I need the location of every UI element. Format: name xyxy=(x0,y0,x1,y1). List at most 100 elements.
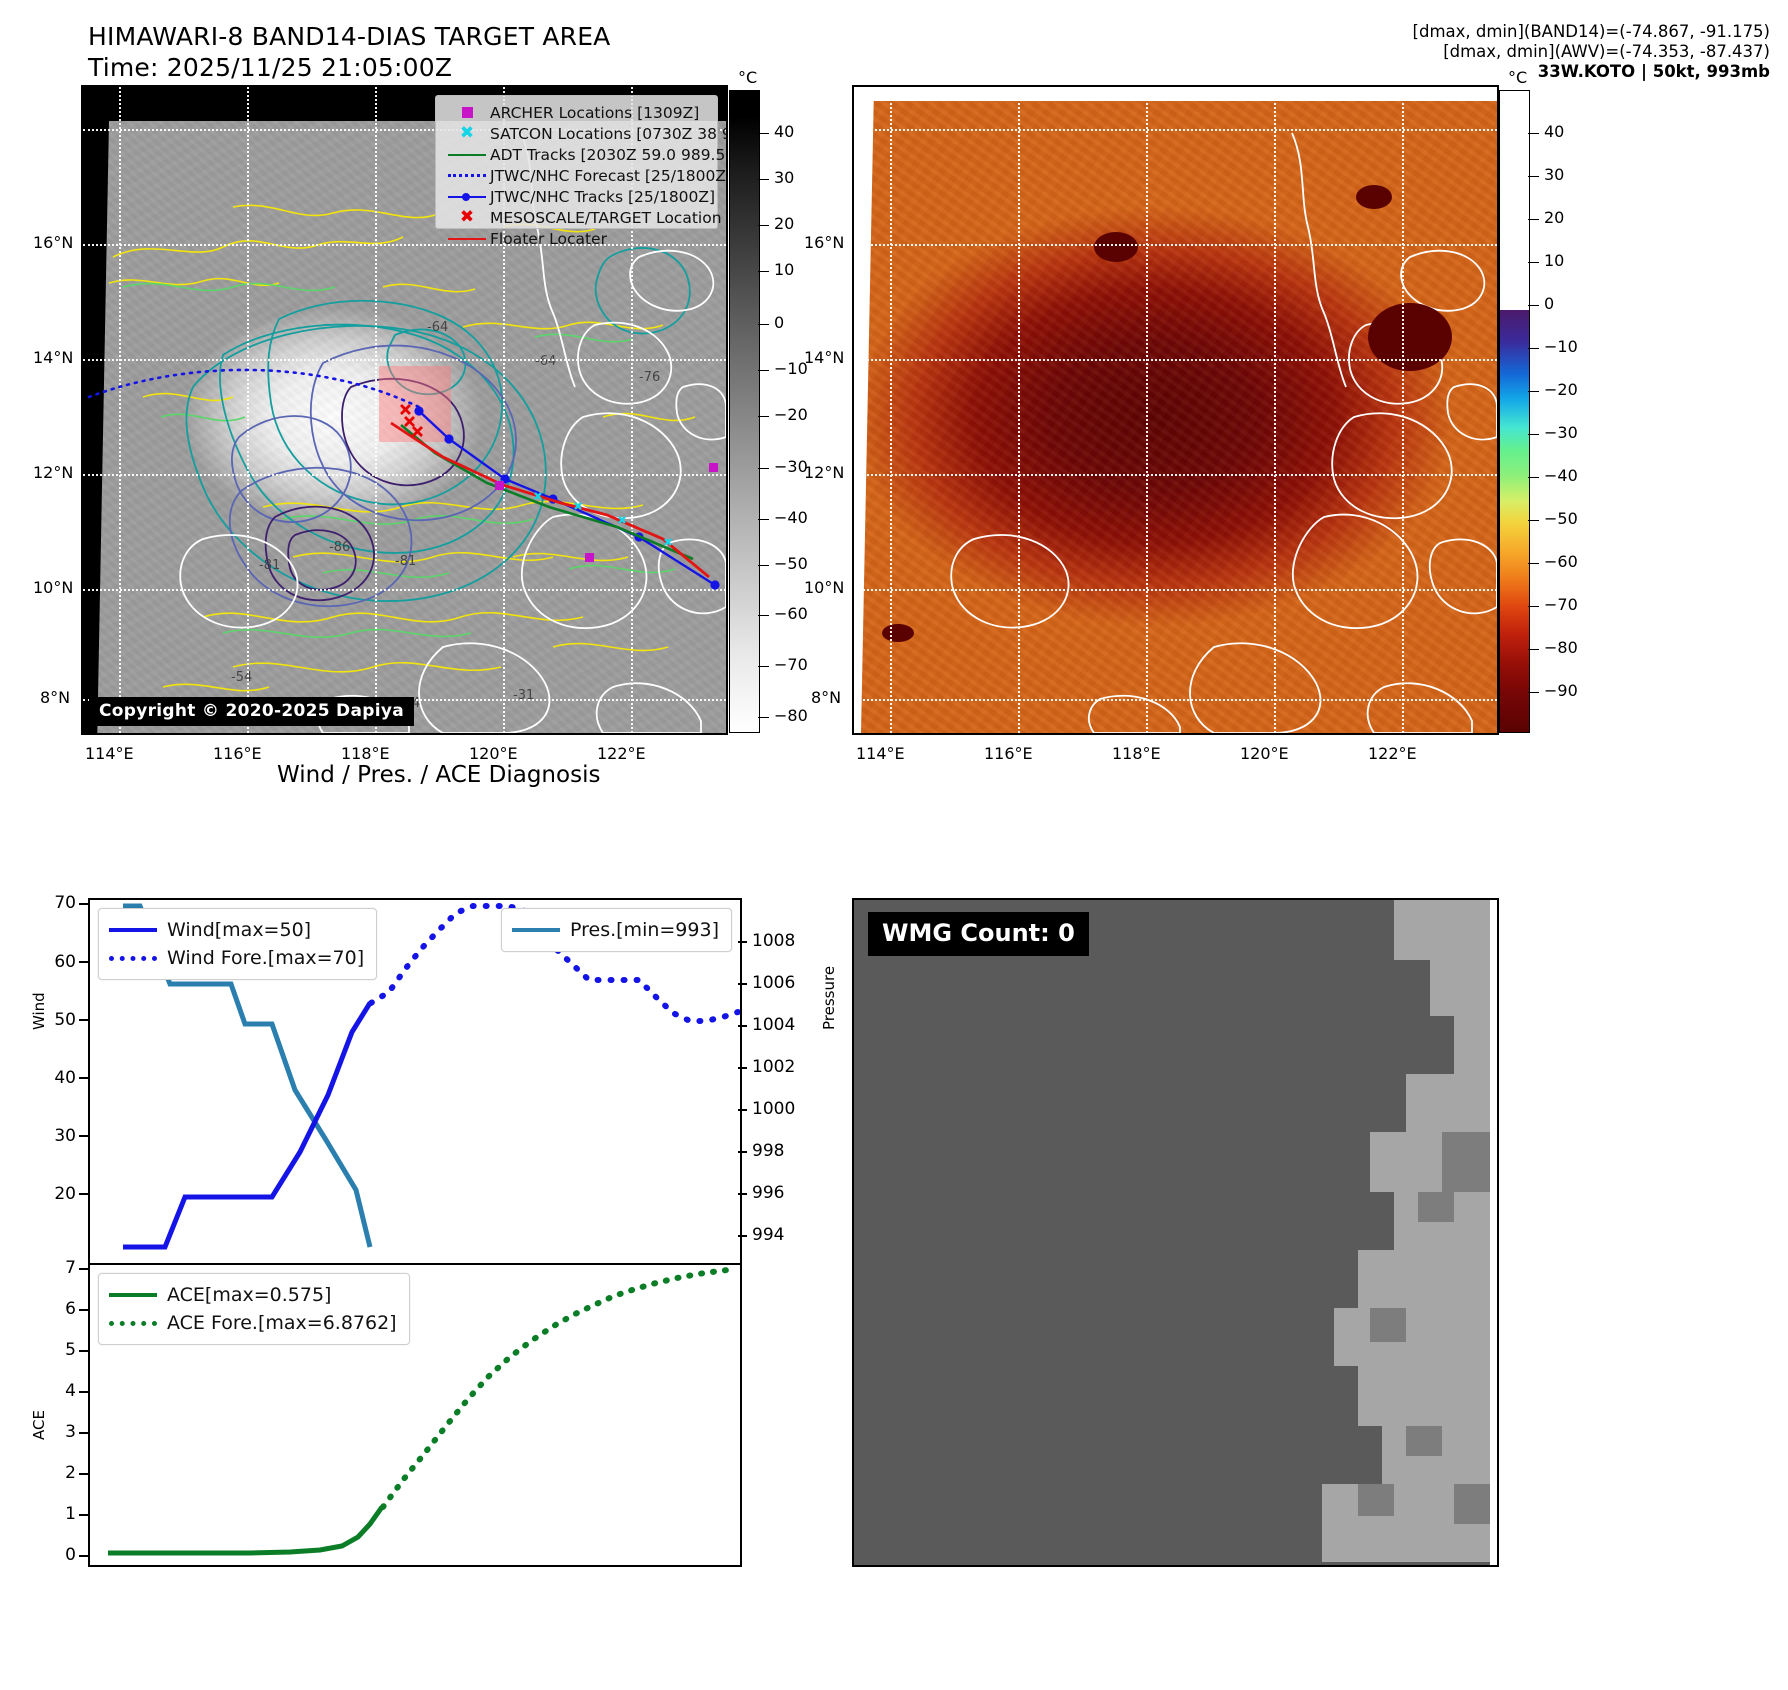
lat-tick-12n: 12°N xyxy=(33,463,74,482)
cbar-tick: −70 xyxy=(1544,595,1578,614)
svg-text:-64: -64 xyxy=(535,354,556,369)
pres-ytick-1000: 1000 xyxy=(752,1099,796,1119)
wmg-region-dark xyxy=(1358,1484,1394,1516)
legend-label: Wind Fore.[max=70] xyxy=(167,947,365,969)
ace-chart[interactable]: ACE[max=0.575] ACE Fore.[max=6.8762] xyxy=(88,1263,742,1567)
wmg-region-dark xyxy=(1406,1426,1442,1456)
cbar-tick: −30 xyxy=(774,457,808,476)
legend-item-wind: Wind[max=50] xyxy=(109,916,364,944)
cbar-tick: −80 xyxy=(1544,638,1578,657)
awv-colorbar-unit: °C xyxy=(1508,68,1528,87)
ace-ytick-4: 4 xyxy=(65,1381,76,1401)
pres-ytick-996: 996 xyxy=(752,1183,785,1203)
wind-ytick-60: 60 xyxy=(54,952,76,972)
dotted-green-line-icon xyxy=(109,1320,167,1326)
lon-tick-118e: 118°E xyxy=(341,744,390,763)
pres-ytick-1006: 1006 xyxy=(752,973,796,993)
ace-ytick-7: 7 xyxy=(65,1258,76,1278)
lon-tick-120e: 120°E xyxy=(469,744,518,763)
lon-tick-116e: 116°E xyxy=(213,744,262,763)
legend-label: ACE[max=0.575] xyxy=(167,1284,332,1306)
svg-text:-86: -86 xyxy=(329,540,350,555)
legend-label: Floater Locater xyxy=(490,229,607,248)
cbar-tick: −10 xyxy=(1544,337,1578,356)
legend-item-pressure: Pres.[min=993] xyxy=(512,916,719,944)
legend-item-adt: ADT Tracks [2030Z 59.0 989.5] xyxy=(444,144,726,165)
cbar-tick: 20 xyxy=(774,214,795,233)
wmg-right-margin xyxy=(1490,900,1497,1565)
awv-lat-tick-16n: 16°N xyxy=(804,233,845,252)
legend-item-ace-forecast: ACE Fore.[max=6.8762] xyxy=(109,1309,397,1337)
ir-colorbar-unit: °C xyxy=(738,68,758,87)
svg-text:-81: -81 xyxy=(259,558,280,573)
awv-lon-tick-118e: 118°E xyxy=(1112,744,1161,763)
wind-ytick-40: 40 xyxy=(54,1068,76,1088)
cbar-tick: 30 xyxy=(774,168,795,187)
legend-label: JTWC/NHC Forecast [25/1800Z] xyxy=(490,166,728,185)
awv-lon-tick-120e: 120°E xyxy=(1240,744,1289,763)
legend-item-floater: Floater Locater xyxy=(444,228,709,249)
cbar-tick: 0 xyxy=(1544,294,1555,313)
legend-label: Pres.[min=993] xyxy=(570,919,719,941)
lon-tick-122e: 122°E xyxy=(597,744,646,763)
solid-green-line-icon xyxy=(109,1293,167,1297)
cbar-tick: −40 xyxy=(1544,466,1578,485)
satellite-awv-panel[interactable] xyxy=(852,85,1499,735)
wmg-region xyxy=(1334,1308,1490,1366)
page-timestamp: Time: 2025/11/25 21:05:00Z xyxy=(88,53,453,82)
svg-text:-54: -54 xyxy=(231,670,252,685)
temperature-contours: -64 -64 -76 -81 -81 -86 -64 -54 -31 xyxy=(83,87,726,733)
cbar-tick: −90 xyxy=(1544,681,1578,700)
wind-legend: Wind[max=50] Wind Fore.[max=70] xyxy=(98,908,378,980)
stats-line-band14: [dmax, dmin](BAND14)=(-74.867, -91.175) xyxy=(1412,22,1770,41)
satellite-ir-panel[interactable]: -64 -64 -76 -81 -81 -86 -64 -54 -31 xyxy=(81,85,728,735)
pres-ytick-994: 994 xyxy=(752,1225,785,1245)
ace-ytick-6: 6 xyxy=(65,1299,76,1319)
pres-ytick-998: 998 xyxy=(752,1141,785,1161)
awv-top-nodata-band xyxy=(854,87,1497,101)
awv-coastlines xyxy=(854,87,1497,733)
legend-item-jtwc-forecast: JTWC/NHC Forecast [25/1800Z] xyxy=(444,165,726,186)
cbar-tick: −50 xyxy=(1544,509,1578,528)
x-red-icon: ✖ xyxy=(459,207,475,227)
wind-ytick-30: 30 xyxy=(54,1126,76,1146)
copyright-notice: Copyright © 2020-2025 Dapiya xyxy=(89,697,414,726)
ace-ytick-3: 3 xyxy=(65,1422,76,1442)
lat-tick-8n: 8°N xyxy=(40,688,71,707)
wmg-region xyxy=(1394,900,1454,960)
cbar-tick: −10 xyxy=(774,359,808,378)
legend-item-archer: ARCHER Locations [1309Z] xyxy=(444,102,709,123)
lat-tick-14n: 14°N xyxy=(33,348,74,367)
line-point-blue-icon xyxy=(444,192,490,201)
cbar-tick: −30 xyxy=(1544,423,1578,442)
pressure-legend: Pres.[min=993] xyxy=(501,908,732,952)
ace-ytick-1: 1 xyxy=(65,1504,76,1524)
awv-lat-tick-14n: 14°N xyxy=(804,348,845,367)
legend-label: MESOSCALE/TARGET Location xyxy=(490,208,722,227)
dotted-blue-icon xyxy=(444,174,490,177)
lon-tick-114e: 114°E xyxy=(85,744,134,763)
ace-ytick-5: 5 xyxy=(65,1340,76,1360)
wmg-panel[interactable]: WMG Count: 0 xyxy=(852,898,1499,1567)
wmg-region-dark xyxy=(1418,1192,1454,1222)
diagnosis-title: Wind / Pres. / ACE Diagnosis xyxy=(277,762,601,788)
svg-text:-64: -64 xyxy=(427,320,448,335)
wind-ytick-50: 50 xyxy=(54,1010,76,1030)
square-magenta-icon xyxy=(444,107,490,118)
line-green-icon xyxy=(444,153,490,156)
x-cyan-icon: ✖ xyxy=(459,123,475,143)
cbar-tick: 40 xyxy=(1544,122,1565,141)
wind-ytick-20: 20 xyxy=(54,1184,76,1204)
legend-label: ARCHER Locations [1309Z] xyxy=(490,103,700,122)
wmg-region-dark xyxy=(1370,1308,1406,1342)
lat-tick-16n: 16°N xyxy=(33,233,74,252)
wind-pressure-chart[interactable]: Wind[max=50] Wind Fore.[max=70] Pres.[mi… xyxy=(88,898,742,1265)
awv-lon-tick-122e: 122°E xyxy=(1368,744,1417,763)
cbar-tick: 0 xyxy=(774,313,785,332)
legend-item-ace: ACE[max=0.575] xyxy=(109,1281,397,1309)
cbar-tick: −50 xyxy=(774,554,808,573)
cbar-tick: 20 xyxy=(1544,208,1565,227)
storm-summary: 33W.KOTO | 50kt, 993mb xyxy=(1537,62,1770,81)
cbar-tick: 30 xyxy=(1544,165,1565,184)
wmg-region xyxy=(1358,1250,1490,1308)
